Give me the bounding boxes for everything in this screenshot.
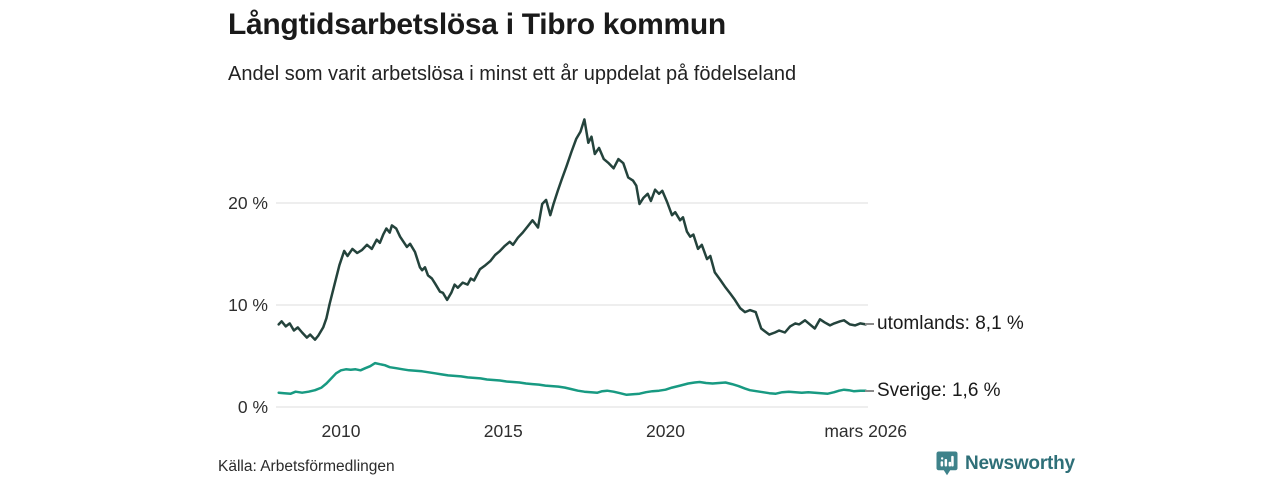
chart-subtitle: Andel som varit arbetslösa i minst ett å… xyxy=(228,63,797,85)
series-end-label-sverige: Sverige: 1,6 % xyxy=(865,378,1001,404)
chart-title: Långtidsarbetslösa i Tibro kommun xyxy=(228,8,726,41)
x-tick-label: 2015 xyxy=(483,421,523,441)
x-tick-label: 2010 xyxy=(321,421,361,441)
x-tick-label: mars 2026 xyxy=(824,421,908,441)
series-end-label-text: Sverige: 1,6 % xyxy=(877,379,1001,401)
series-end-label-text: utomlands: 8,1 % xyxy=(877,313,1024,335)
label-connector-dash xyxy=(865,323,874,326)
y-tick-label: 0 % xyxy=(237,397,268,417)
series-line-utomlands xyxy=(277,118,867,341)
label-connector-dash xyxy=(865,389,874,392)
source-note: Källa: Arbetsförmedlingen xyxy=(218,458,395,475)
series-end-label-utomlands: utomlands: 8,1 % xyxy=(865,311,1024,337)
newsworthy-icon xyxy=(936,451,958,476)
y-tick-label: 20 % xyxy=(228,193,268,213)
series-line-sverige xyxy=(277,361,867,397)
x-tick-label: 2020 xyxy=(646,421,685,441)
newsworthy-logo: Newsworthy xyxy=(936,451,1075,476)
newsworthy-wordmark: Newsworthy xyxy=(965,452,1075,474)
y-tick-label: 10 % xyxy=(228,295,268,315)
